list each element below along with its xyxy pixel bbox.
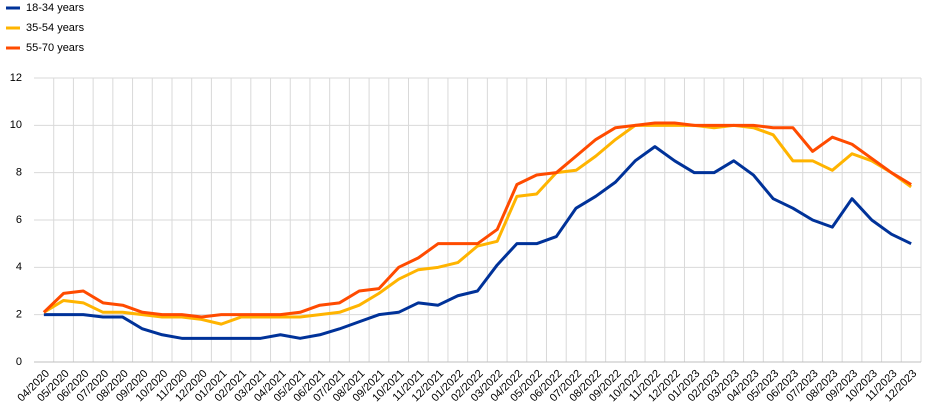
y-tick-label: 10 xyxy=(10,119,22,131)
series-line xyxy=(43,123,913,326)
legend-label: 35-54 years xyxy=(26,22,85,34)
y-tick-label: 2 xyxy=(16,309,22,321)
y-tick-label: 0 xyxy=(16,356,22,368)
series-line xyxy=(42,121,912,319)
legend-label: 55-70 years xyxy=(26,42,85,54)
y-tick-label: 6 xyxy=(16,214,22,226)
y-tick-label: 8 xyxy=(16,167,22,179)
y-tick-label: 4 xyxy=(16,261,22,273)
y-tick-label: 12 xyxy=(10,72,22,84)
series-line xyxy=(43,145,912,340)
legend-label: 18-34 years xyxy=(26,2,85,14)
